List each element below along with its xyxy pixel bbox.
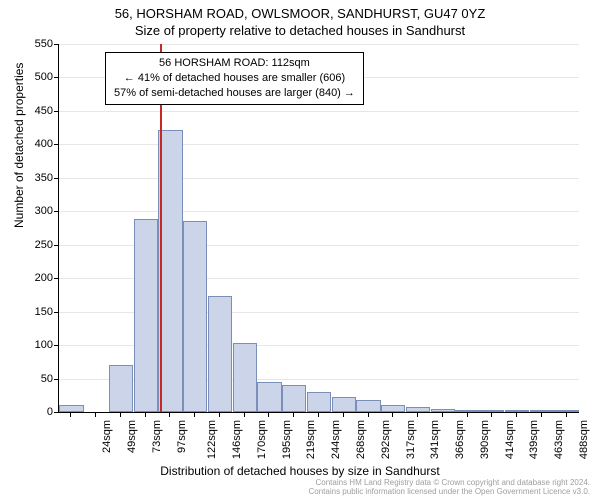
title-main: 56, HORSHAM ROAD, OWLSMOOR, SANDHURST, G… (0, 6, 600, 21)
x-tick-label: 463sqm (553, 420, 565, 459)
x-tick-label: 439sqm (528, 420, 540, 459)
x-tick-label: 268sqm (355, 420, 367, 459)
histogram-bar (381, 405, 405, 412)
x-tick-label: 219sqm (306, 420, 318, 459)
x-tick-label: 49sqm (126, 420, 138, 453)
footer-attribution: Contains HM Land Registry data © Crown c… (309, 478, 591, 497)
histogram-bar (307, 392, 331, 412)
x-tick-label: 122sqm (207, 420, 219, 459)
y-tick-label: 350 (19, 172, 53, 184)
histogram-bar (332, 397, 356, 412)
annotation-box: 56 HORSHAM ROAD: 112sqm← 41% of detached… (105, 52, 364, 105)
x-axis-label: Distribution of detached houses by size … (0, 464, 600, 478)
x-tick-label: 317sqm (405, 420, 417, 459)
annotation-line2: ← 41% of detached houses are smaller (60… (114, 71, 355, 86)
x-tick-label: 195sqm (281, 420, 293, 459)
x-tick-label: 146sqm (231, 420, 243, 459)
histogram-bar (257, 382, 281, 412)
histogram-bar (208, 296, 232, 412)
footer-line1: Contains HM Land Registry data © Crown c… (309, 478, 591, 488)
x-tick-label: 366sqm (454, 420, 466, 459)
annotation-line1: 56 HORSHAM ROAD: 112sqm (114, 56, 355, 71)
y-tick-label: 100 (19, 339, 53, 351)
y-tick-label: 50 (19, 373, 53, 385)
y-tick-label: 400 (19, 138, 53, 150)
footer-line2: Contains public information licensed und… (309, 487, 591, 497)
chart-title-block: 56, HORSHAM ROAD, OWLSMOOR, SANDHURST, G… (0, 0, 600, 38)
y-tick-label: 450 (19, 105, 53, 117)
histogram-bar (282, 385, 306, 412)
x-tick-label: 390sqm (479, 420, 491, 459)
histogram-bar (356, 400, 380, 412)
histogram-bar (158, 130, 182, 412)
y-tick-label: 150 (19, 306, 53, 318)
y-tick-label: 0 (19, 406, 53, 418)
histogram-plot: 05010015020025030035040045050055056 HORS… (58, 44, 579, 413)
histogram-bar (59, 405, 83, 412)
annotation-line3: 57% of semi-detached houses are larger (… (114, 86, 355, 101)
x-tick-label: 292sqm (380, 420, 392, 459)
x-tick-label: 341sqm (429, 420, 441, 459)
x-tick-label: 24sqm (101, 420, 113, 453)
x-tick-label: 488sqm (578, 420, 590, 459)
y-tick-label: 300 (19, 205, 53, 217)
y-tick-label: 250 (19, 239, 53, 251)
histogram-bar (183, 221, 207, 412)
y-tick-label: 200 (19, 272, 53, 284)
x-tick-label: 97sqm (176, 420, 188, 453)
title-sub: Size of property relative to detached ho… (0, 23, 600, 38)
y-tick-label: 550 (19, 38, 53, 50)
histogram-bar (109, 365, 133, 412)
histogram-bar (134, 219, 158, 412)
x-tick-label: 414sqm (504, 420, 516, 459)
y-tick-label: 500 (19, 71, 53, 83)
x-tick-label: 170sqm (256, 420, 268, 459)
histogram-bar (233, 343, 257, 412)
x-ticks: 24sqm 49sqm 73sqm 97sqm 122sqm 146sqm 170sqm 19… (58, 412, 578, 462)
x-tick-label: 244sqm (330, 420, 342, 459)
x-tick-label: 73sqm (151, 420, 163, 453)
